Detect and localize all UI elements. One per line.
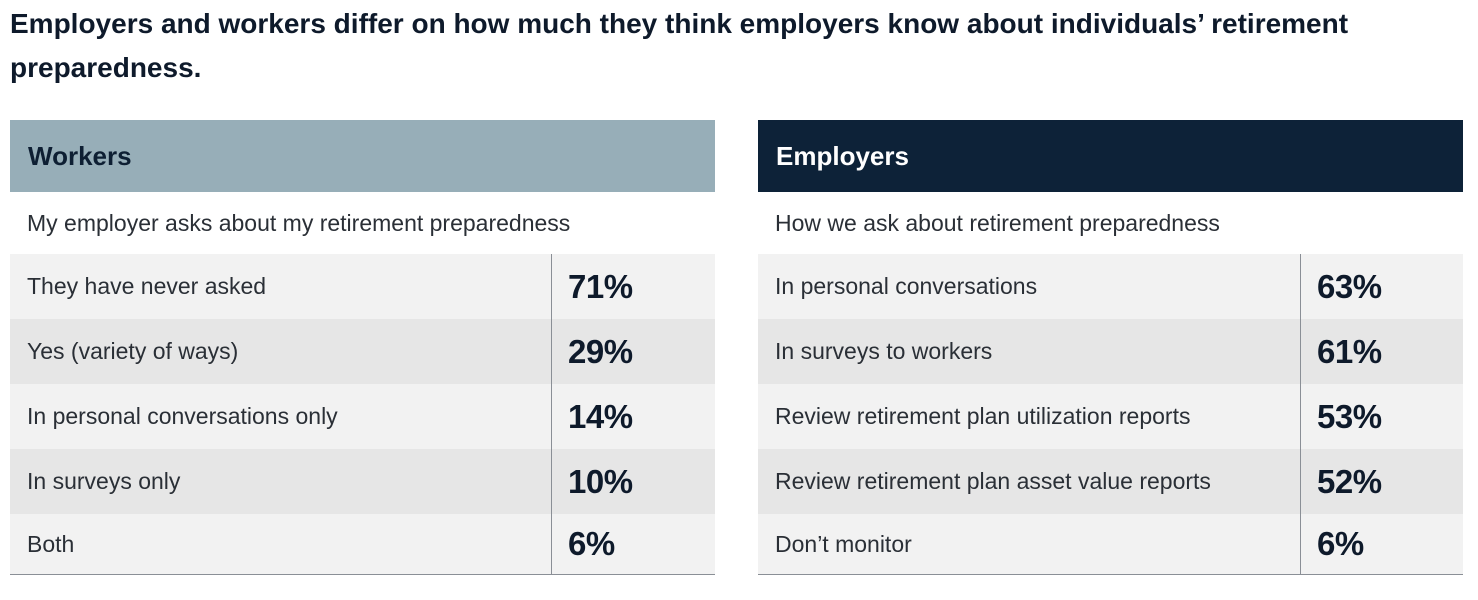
table-row: In personal conversations 63% xyxy=(758,254,1463,319)
row-value: 6% xyxy=(1317,525,1364,562)
row-value: 63% xyxy=(1317,267,1382,305)
row-label: In personal conversations only xyxy=(10,384,552,449)
row-value: 52% xyxy=(1317,462,1382,500)
workers-subtitle: My employer asks about my retirement pre… xyxy=(27,209,571,236)
table-row: In surveys only 10% xyxy=(10,449,715,514)
table-row: Both 6% xyxy=(10,514,715,574)
employers-table: In personal conversations 63% In surveys… xyxy=(758,254,1463,575)
row-label: In personal conversations xyxy=(758,254,1301,319)
row-value: 10% xyxy=(568,462,633,500)
table-row: Review retirement plan asset value repor… xyxy=(758,449,1463,514)
page-title: Employers and workers differ on how much… xyxy=(10,8,1349,83)
workers-panel: Workers My employer asks about my retire… xyxy=(10,120,715,575)
row-label: Both xyxy=(10,514,552,574)
table-row: Yes (variety of ways) 29% xyxy=(10,319,715,384)
row-value: 53% xyxy=(1317,397,1382,435)
row-value: 61% xyxy=(1317,332,1382,370)
row-value: 29% xyxy=(568,332,633,370)
row-label: In surveys only xyxy=(10,449,552,514)
table-row: They have never asked 71% xyxy=(10,254,715,319)
employers-header: Employers xyxy=(758,120,1463,192)
row-label: Don’t monitor xyxy=(758,514,1301,574)
workers-header: Workers xyxy=(10,120,715,192)
employers-subtitle: How we ask about retirement preparedness xyxy=(775,209,1220,236)
row-label: Yes (variety of ways) xyxy=(10,319,552,384)
row-label: In surveys to workers xyxy=(758,319,1301,384)
row-label: They have never asked xyxy=(10,254,552,319)
row-label: Review retirement plan utilization repor… xyxy=(758,384,1301,449)
row-value: 14% xyxy=(568,397,633,435)
table-row: Review retirement plan utilization repor… xyxy=(758,384,1463,449)
row-label: Review retirement plan asset value repor… xyxy=(758,449,1301,514)
row-value: 71% xyxy=(568,267,633,305)
table-row: Don’t monitor 6% xyxy=(758,514,1463,574)
table-row: In personal conversations only 14% xyxy=(10,384,715,449)
row-value: 6% xyxy=(568,525,615,562)
workers-table: They have never asked 71% Yes (variety o… xyxy=(10,254,715,575)
table-row: In surveys to workers 61% xyxy=(758,319,1463,384)
employers-panel: Employers How we ask about retirement pr… xyxy=(758,120,1463,575)
